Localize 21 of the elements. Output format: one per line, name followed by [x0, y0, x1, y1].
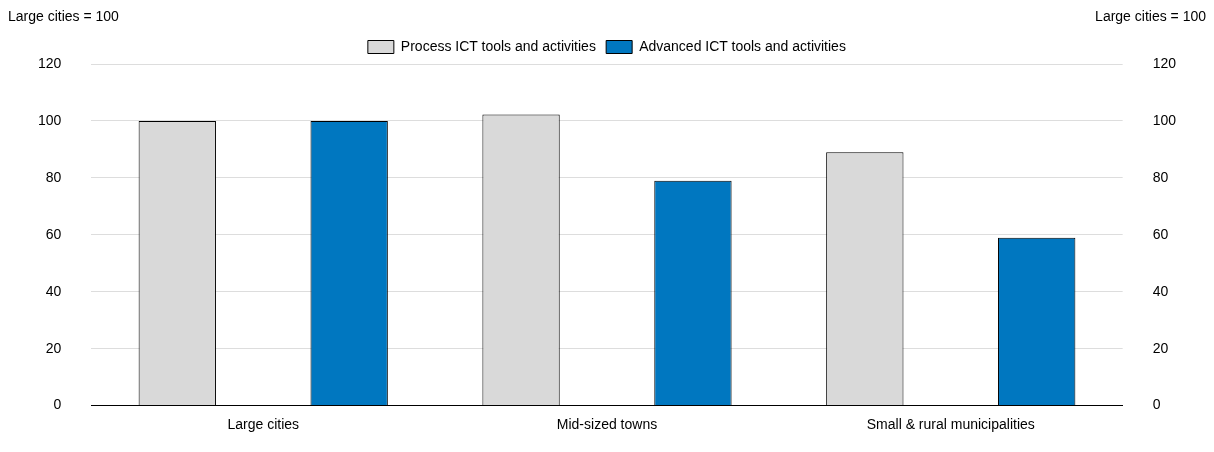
y2-tick-label: 40 — [1152, 282, 1169, 299]
y2-tick-label: 120 — [1152, 54, 1177, 71]
y-tick-label: 0 — [53, 396, 62, 413]
y-tick-label: 20 — [45, 339, 62, 356]
legend-label: Advanced ICT tools and activities — [639, 37, 846, 54]
y2-tick-label: 100 — [1152, 111, 1177, 128]
x-tick-label: Mid-sized towns — [556, 415, 658, 432]
y2-tick-label: 20 — [1152, 339, 1169, 356]
y-axis-title: Large cities = 100 — [8, 7, 120, 24]
y-tick-label: 60 — [45, 225, 62, 242]
y-tick-label: 80 — [45, 168, 62, 185]
y-tick-label: 120 — [38, 54, 62, 71]
y2-tick-label: 60 — [1152, 225, 1169, 242]
y2-tick-label: 80 — [1152, 168, 1169, 185]
legend-label: Process ICT tools and activities — [400, 37, 596, 54]
y-tick-label: 100 — [38, 111, 62, 128]
y2-axis-title: Large cities = 100 — [1095, 7, 1207, 24]
y2-tick-label: 0 — [1152, 396, 1161, 413]
y-tick-label: 40 — [45, 282, 62, 299]
x-tick-label: Small & rural municipalities — [866, 415, 1035, 432]
x-tick-label: Large cities — [227, 415, 300, 432]
